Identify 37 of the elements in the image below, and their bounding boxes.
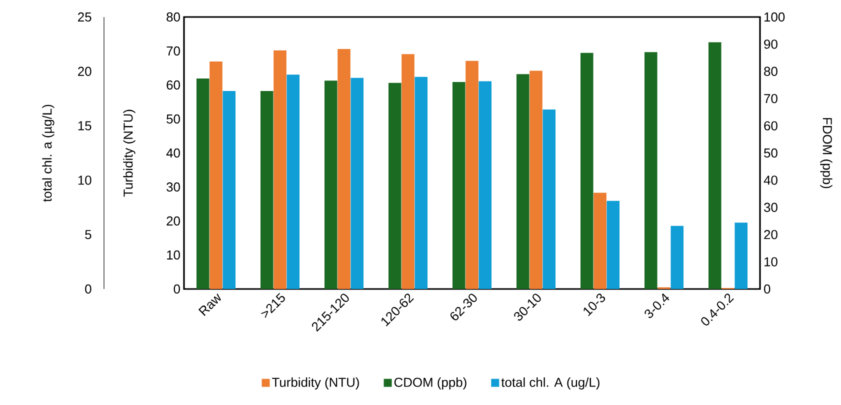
y3-axis-title: total chl. a (µg/L) bbox=[42, 104, 54, 202]
bar bbox=[708, 42, 722, 289]
bar bbox=[670, 226, 684, 290]
y-tick-label: 10 bbox=[167, 250, 180, 260]
bar bbox=[644, 52, 658, 289]
y2-tick-label: 70 bbox=[764, 94, 778, 104]
y2-tick-label: 20 bbox=[764, 230, 778, 240]
y2-tick-label: 0 bbox=[764, 284, 770, 294]
y3-tick-label: 15 bbox=[78, 121, 92, 130]
y3-tick-label: 10 bbox=[78, 176, 92, 185]
y2-tick-label: 30 bbox=[764, 202, 778, 212]
y-tick-label: 50 bbox=[166, 114, 180, 124]
y2-tick-label: 60 bbox=[764, 121, 778, 130]
y-tick-label: 60 bbox=[166, 80, 180, 90]
y2-tick-label: 10 bbox=[764, 257, 778, 266]
bar bbox=[734, 222, 748, 290]
y-tick-label: 30 bbox=[166, 182, 180, 192]
legend-label: total chl. A (ug/L) bbox=[501, 377, 600, 390]
y2-tick-label: 40 bbox=[764, 176, 778, 185]
legend-label: Turbidity (NTU) bbox=[272, 377, 359, 390]
y2-axis-title: FDOM (ppb) bbox=[820, 118, 832, 188]
y2-tick-label: 50 bbox=[764, 148, 778, 158]
y-tick-label: 0 bbox=[174, 284, 180, 294]
y-tick-label: 80 bbox=[166, 12, 180, 22]
y-tick-label: 20 bbox=[166, 216, 180, 226]
y3-tick-label: 20 bbox=[78, 66, 92, 76]
y2-tick-label: 80 bbox=[764, 66, 778, 76]
bar bbox=[580, 52, 594, 289]
y2-tick-label: 100 bbox=[764, 12, 785, 22]
y3-tick-label: 0 bbox=[85, 284, 92, 294]
y2-tick-label: 90 bbox=[764, 40, 778, 49]
y-tick-label: 40 bbox=[166, 148, 180, 158]
y-axis-title: Turbidity (NTU) bbox=[123, 110, 136, 197]
legend-label: CDOM (ppb) bbox=[394, 377, 466, 390]
y3-tick-label: 25 bbox=[78, 12, 92, 22]
y-tick-label: 70 bbox=[166, 46, 180, 56]
y3-tick-label: 5 bbox=[85, 230, 92, 240]
